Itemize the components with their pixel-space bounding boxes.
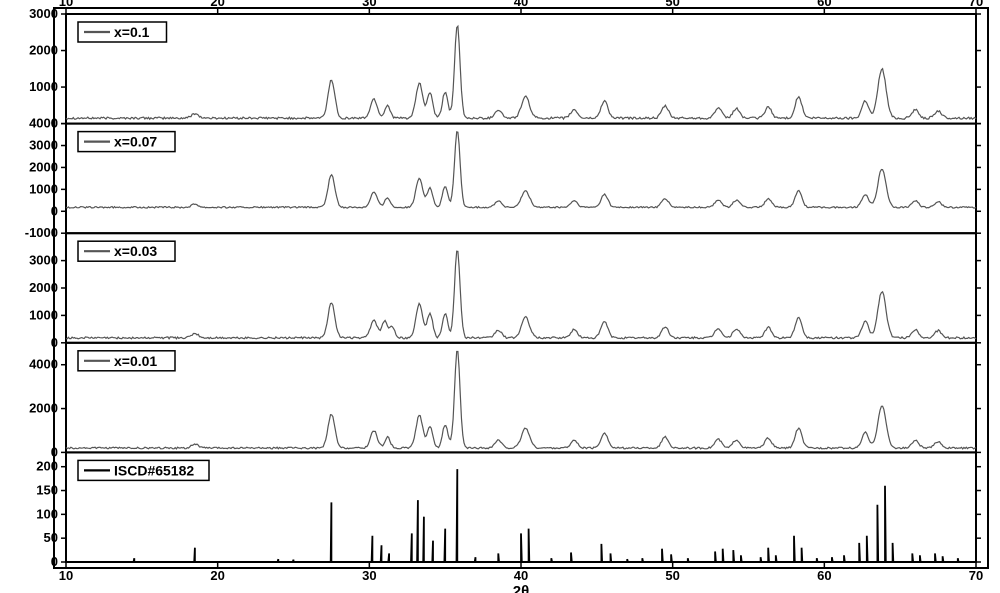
xtick-bottom: 70 [969,568,983,583]
ytick: 50 [44,530,58,545]
legend-label: x=0.1 [114,24,150,40]
xtick-bottom: 30 [362,568,376,583]
xrd-figure: 10203040506070102030405060702θ0100020003… [0,0,1000,593]
xtick-bottom: 20 [210,568,224,583]
legend-label: ISCD#65182 [114,462,194,478]
xtick-bottom: 40 [514,568,528,583]
x-axis-label: 2θ [513,583,529,593]
xtick-bottom: 10 [59,568,73,583]
xtick-bottom: 60 [817,568,831,583]
legend-label: x=0.03 [114,243,157,259]
legend-label: x=0.07 [114,134,157,150]
xrd-svg: 10203040506070102030405060702θ0100020003… [0,0,1000,593]
xtick-bottom: 50 [665,568,679,583]
legend-label: x=0.01 [114,353,157,369]
